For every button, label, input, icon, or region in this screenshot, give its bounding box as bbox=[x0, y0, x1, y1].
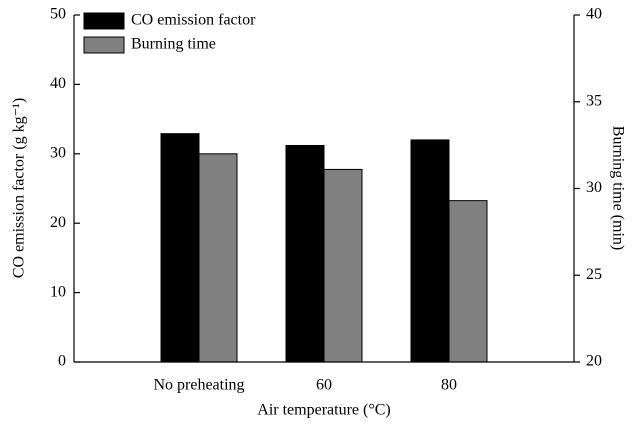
y2-tick-label: 35 bbox=[586, 92, 602, 109]
y-tick-label: 10 bbox=[50, 283, 66, 300]
y2-tick-label: 30 bbox=[586, 179, 602, 196]
y-tick-label: 40 bbox=[50, 75, 66, 92]
bar bbox=[198, 153, 238, 363]
y-tick-label: 50 bbox=[50, 6, 66, 23]
bar bbox=[285, 144, 325, 363]
legend-swatch bbox=[83, 12, 125, 30]
y2-tick-label: 40 bbox=[586, 6, 602, 23]
x-axis-label: Air temperature (°C) bbox=[257, 402, 390, 419]
y-tick-label: 30 bbox=[50, 144, 66, 161]
bar bbox=[410, 139, 450, 363]
bar bbox=[323, 168, 363, 363]
y-tick-label: 0 bbox=[58, 353, 66, 370]
bar bbox=[448, 200, 488, 363]
legend-label: CO emission factor bbox=[131, 12, 256, 29]
x-tick-label: 80 bbox=[441, 377, 457, 394]
x-tick-label: No preheating bbox=[153, 377, 244, 394]
y-tick-label: 20 bbox=[50, 214, 66, 231]
y2-tick-label: 20 bbox=[586, 353, 602, 370]
y-axis-label: CO emission factor (g kg⁻¹) bbox=[11, 98, 28, 278]
bar bbox=[160, 133, 200, 363]
legend-swatch bbox=[83, 36, 125, 54]
y2-tick-label: 25 bbox=[586, 266, 602, 283]
legend-label: Burning time bbox=[131, 36, 216, 53]
x-tick-label: 60 bbox=[316, 377, 332, 394]
y2-axis-label: Burning time (min) bbox=[609, 126, 626, 250]
